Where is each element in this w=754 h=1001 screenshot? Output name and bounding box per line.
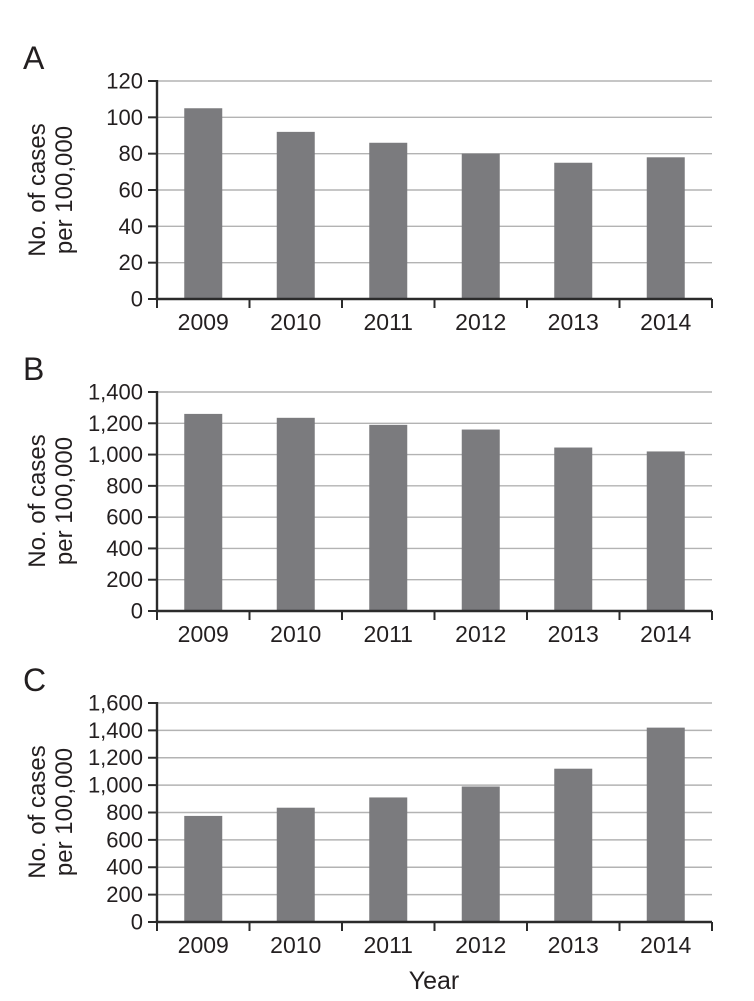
y-tick-label: 60 bbox=[119, 177, 143, 202]
x-tick-label: 2010 bbox=[270, 621, 321, 647]
x-tick-label: 2009 bbox=[178, 621, 229, 647]
bar-2012 bbox=[461, 786, 500, 922]
y-tick-label: 0 bbox=[131, 598, 143, 623]
y-tick-label: 800 bbox=[106, 800, 143, 825]
chart-panel-a: 0 20 40 60 80 100 120 2009 2010 2011 2012 2013 2014 bbox=[106, 68, 713, 335]
bar-2011 bbox=[369, 424, 408, 611]
panel-label-c: C bbox=[23, 662, 47, 698]
bar-2014 bbox=[646, 157, 685, 299]
bar-2010 bbox=[276, 131, 315, 299]
bar-2014 bbox=[646, 727, 685, 922]
bar-2013 bbox=[554, 447, 593, 611]
y-tick-label: 600 bbox=[106, 827, 143, 852]
x-tick-label: 2011 bbox=[364, 621, 413, 647]
y-axis-label-a: No. of cases per 100,000 bbox=[24, 123, 78, 257]
x-tick-label: 2010 bbox=[270, 932, 321, 958]
x-tick-label: 2011 bbox=[364, 309, 413, 335]
y-tick-label: 80 bbox=[119, 141, 143, 166]
y-tick-label: 1,200 bbox=[88, 411, 143, 436]
y-tick-label: 200 bbox=[106, 567, 143, 592]
x-tick-label: 2013 bbox=[548, 932, 599, 958]
bar-2010 bbox=[276, 807, 315, 922]
y-tick-label: 0 bbox=[131, 909, 143, 934]
bar-2013 bbox=[554, 162, 593, 299]
x-tick-label: 2014 bbox=[640, 932, 691, 958]
y-tick-label: 1,400 bbox=[88, 379, 143, 404]
x-tick-label: 2010 bbox=[270, 309, 321, 335]
bar-2009 bbox=[184, 413, 223, 611]
y-tick-label: 1,400 bbox=[88, 718, 143, 743]
y-tick-label: 400 bbox=[106, 855, 143, 880]
bar-2009 bbox=[184, 108, 223, 299]
y-tick-label: 1,600 bbox=[88, 690, 143, 715]
y-tick-label: 1,000 bbox=[88, 773, 143, 798]
bar-2010 bbox=[276, 417, 315, 611]
x-tick-label: 2011 bbox=[364, 932, 413, 958]
y-tick-label: 20 bbox=[119, 250, 143, 275]
y-tick-label: 120 bbox=[106, 68, 143, 93]
y-tick-label: 0 bbox=[131, 286, 143, 311]
y-tick-label: 800 bbox=[106, 473, 143, 498]
bar-2014 bbox=[646, 451, 685, 611]
bar-2012 bbox=[461, 153, 500, 299]
bar-2011 bbox=[369, 797, 408, 922]
y-tick-label: 200 bbox=[106, 882, 143, 907]
chart-panel-b: 0 200 400 600 800 1,000 1,200 1,400 2009 2010 2011… bbox=[88, 379, 713, 647]
x-tick-label: 2012 bbox=[455, 621, 506, 647]
x-tick-label: 2014 bbox=[640, 309, 691, 335]
y-tick-label: 100 bbox=[106, 105, 143, 130]
y-axis-label-c: No. of cases per 100,000 bbox=[24, 745, 78, 879]
y-tick-label: 600 bbox=[106, 505, 143, 530]
y-tick-label: 400 bbox=[106, 536, 143, 561]
x-tick-label: 2012 bbox=[455, 309, 506, 335]
y-tick-label: 1,200 bbox=[88, 745, 143, 770]
y-axis-label-b: No. of cases per 100,000 bbox=[24, 434, 78, 568]
x-tick-label: 2009 bbox=[178, 932, 229, 958]
y-tick-label: 1,000 bbox=[88, 442, 143, 467]
panel-label-b: B bbox=[23, 351, 45, 387]
bar-2012 bbox=[461, 429, 500, 611]
x-axis-title: Year bbox=[408, 967, 460, 995]
x-tick-label: 2012 bbox=[455, 932, 506, 958]
x-tick-label: 2013 bbox=[548, 621, 599, 647]
y-tick-label: 40 bbox=[119, 214, 143, 239]
bar-2013 bbox=[554, 768, 593, 922]
bar-2011 bbox=[369, 142, 408, 299]
x-tick-label: 2013 bbox=[548, 309, 599, 335]
panel-label-a: A bbox=[23, 40, 45, 76]
x-tick-label: 2009 bbox=[178, 309, 229, 335]
x-tick-label: 2014 bbox=[640, 621, 691, 647]
bar-2009 bbox=[184, 815, 223, 922]
